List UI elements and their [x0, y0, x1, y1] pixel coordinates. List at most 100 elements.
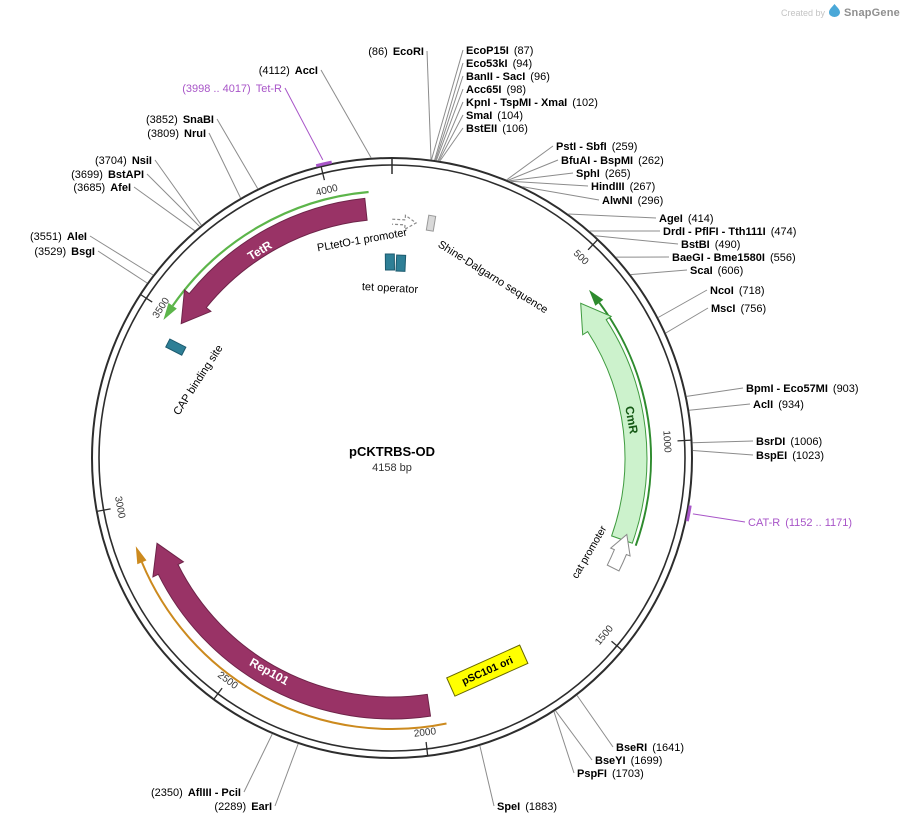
enzyme-label-bspei: BspEI (1023): [756, 450, 824, 462]
primer-mark-cat-r: [685, 505, 692, 522]
feature-box-rect-tet-operator-2: [395, 254, 407, 272]
scale-tick-1500: [611, 640, 623, 651]
enzyme-leader-kpni-tspmi-xmai: [437, 101, 464, 161]
scale-tick-label-1500: 1500: [593, 623, 616, 647]
enzyme-label-afliii-pcii: (2350) AflIII - PciI: [151, 787, 241, 799]
enzyme-leader-ncoi: [657, 289, 708, 318]
enzyme-leader-spei: [479, 745, 495, 807]
scale-tick-1000: [677, 439, 692, 442]
feature-cat-promoter: [606, 533, 631, 572]
feature-box-tet-operator-1: [384, 253, 395, 271]
enzyme-label-alei: (3551) AleI: [30, 231, 87, 243]
enzyme-leader-acc65i: [435, 88, 464, 161]
plasmid-title-block: pCKTRBS-OD 4158 bp: [349, 444, 435, 474]
feature-box-psc101-ori: pSC101 ori: [446, 644, 529, 697]
enzyme-leader-acci: [320, 69, 372, 158]
enzyme-leader-msci: [665, 307, 709, 334]
primer-mark-tet-r: [315, 160, 333, 168]
enzyme-leader-sphi: [509, 172, 574, 182]
scale-tick-3000: [96, 508, 111, 513]
snapgene-logo-icon: [828, 4, 840, 22]
enzyme-label-bsteii: BstEII (106): [466, 123, 528, 135]
feature-box-tet-operator-2: [395, 254, 407, 272]
label-cat-promoter-label: cat promoter: [569, 523, 609, 580]
feature-tetr: [180, 197, 368, 325]
enzyme-leader-acli: [689, 403, 751, 411]
watermark-prefix: Created by: [780, 8, 825, 18]
enzyme-label-ecori: (86) EcoRI: [368, 46, 424, 58]
enzyme-label-nrui: (3809) NruI: [147, 128, 206, 140]
scale-tick-3500: [140, 293, 153, 303]
feature-box-cap-binding-site: [165, 338, 187, 356]
enzyme-label-pspfi: PspFI (1703): [577, 768, 644, 780]
enzyme-leader-ecop15i: [431, 49, 464, 160]
enzyme-leader-ecori: [426, 50, 432, 160]
scale-tick-2500: [213, 687, 223, 700]
enzyme-label-bsgi: (3529) BsgI: [34, 246, 95, 258]
feature-rep101: [152, 542, 432, 720]
enzyme-leader-bfuai-bspmi: [507, 159, 559, 181]
enzyme-leader-nsii: [154, 159, 202, 226]
enzyme-label-scai: ScaI (606): [690, 265, 743, 277]
enzyme-label-eari: (2289) EarI: [214, 801, 272, 813]
enzyme-leader-nrui: [208, 132, 241, 199]
enzyme-label-bseyi: BseYI (1699): [595, 755, 662, 767]
enzyme-label-banii-saci: BanII - SacI (96): [466, 71, 550, 83]
enzyme-label-eco53ki: Eco53kI (94): [466, 58, 532, 70]
enzyme-label-alwni: AlwNI (296): [602, 195, 663, 207]
enzyme-label-acc65i: Acc65I (98): [466, 84, 526, 96]
watermark: Created by SnapGene: [781, 4, 900, 22]
enzyme-label-acli: AclI (934): [753, 399, 804, 411]
enzyme-label-bseri: BseRI (1641): [616, 742, 684, 754]
enzyme-label-bstapi: (3699) BstAPI: [71, 169, 144, 181]
scale-tick-label-1000: 1000: [660, 430, 672, 453]
enzyme-leader-eco53ki: [434, 62, 464, 161]
scale-tick-label-4000: 4000: [315, 183, 340, 199]
enzyme-label-psti-sbfi: PstI - SbfI (259): [556, 141, 637, 153]
enzyme-label-ecop15i: EcoP15I (87): [466, 45, 533, 57]
enzyme-label-baegi-bme1580i: BaeGI - Bme1580I (556): [672, 252, 796, 264]
enzyme-label-bpmi-eco57mi: BpmI - Eco57MI (903): [746, 383, 859, 395]
enzyme-leader-alei: [89, 235, 154, 276]
enzyme-leader-afei: [133, 186, 195, 232]
enzyme-leader-bseri: [576, 695, 614, 748]
enzyme-label-snabi: (3852) SnaBI: [146, 114, 214, 126]
enzyme-leader-afliii-pcii: [243, 733, 273, 793]
label-cmr-label: CmR: [622, 405, 641, 435]
scale-tick-label-2000: 2000: [413, 726, 437, 740]
scale-tick-500: [587, 239, 599, 251]
enzyme-leader-hindiii: [510, 180, 589, 187]
enzyme-label-spei: SpeI (1883): [497, 801, 557, 813]
enzyme-leader-banii-saci: [435, 75, 464, 161]
enzyme-leader-agei: [568, 213, 657, 219]
enzyme-label-tet-r: (3998 .. 4017) Tet-R: [182, 83, 282, 95]
watermark-brand: SnapGene: [843, 7, 900, 19]
plasmid-length: 4158 bp: [372, 462, 412, 474]
enzyme-label-agei: AgeI (414): [659, 213, 714, 225]
enzyme-leader-bspei: [692, 450, 754, 456]
enzyme-leader-eari: [274, 743, 299, 807]
feature-box-shine-dalgarno: [425, 214, 437, 232]
enzyme-label-msci: MscI (756): [711, 303, 766, 315]
arc-tetr-gene-arc: [171, 190, 369, 307]
enzyme-label-ncoi: NcoI (718): [710, 285, 765, 297]
label-pltet-promoter-label: PLtetO-1 promoter: [316, 227, 408, 255]
label-sd-label: Shine-Dalgarno sequence: [436, 239, 550, 317]
arc-head-rep-ori-arc: [135, 546, 147, 565]
arc-head-tetr-gene-arc: [163, 302, 177, 320]
enzyme-label-bstbi: BstBI (490): [681, 239, 740, 251]
scale-tick-label-3000: 3000: [112, 495, 127, 519]
scale-tick-label-500: 500: [571, 248, 591, 268]
enzyme-label-hindiii: HindIII (267): [591, 181, 655, 193]
feature-box-rect-psc101-ori: [446, 644, 529, 697]
enzyme-leader-tet-r: [284, 87, 324, 161]
enzyme-leader-pspfi: [553, 711, 575, 774]
arc-cmr-gene-arc: [598, 302, 653, 547]
feature-box-rect-cap-binding-site: [165, 338, 187, 356]
enzyme-label-cat-r: CAT-R (1152 .. 1171): [748, 517, 852, 529]
enzyme-leader-bseyi: [555, 710, 593, 761]
enzyme-leader-bsgi: [97, 250, 148, 284]
enzyme-leader-snabi: [216, 118, 259, 189]
enzyme-label-smai: SmaI (104): [466, 110, 523, 122]
enzyme-leader-bsteii: [439, 127, 464, 162]
